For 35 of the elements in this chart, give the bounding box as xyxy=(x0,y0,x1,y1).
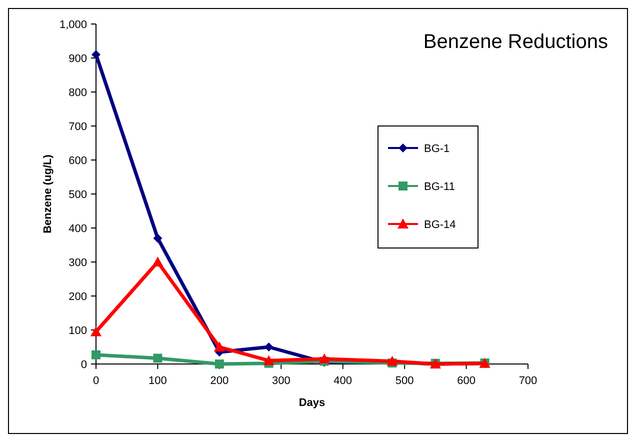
point xyxy=(153,234,162,243)
y-tick-label: 200 xyxy=(68,291,87,303)
y-tick-label: 1,000 xyxy=(59,19,87,31)
y-tick-label: 700 xyxy=(68,121,87,133)
x-tick-label: 200 xyxy=(210,375,229,387)
y-tick-label: 100 xyxy=(68,325,87,337)
point xyxy=(214,360,224,368)
y-tick-label: 500 xyxy=(68,189,87,201)
y-tick-label: 300 xyxy=(68,257,87,269)
point xyxy=(318,353,330,364)
point xyxy=(152,256,164,266)
point xyxy=(214,342,225,352)
x-tick-label: 700 xyxy=(518,375,538,387)
x-axis-title: Days xyxy=(298,397,326,409)
chart-title: Benzene Reductions xyxy=(423,31,608,53)
point xyxy=(263,355,274,366)
x-tick-label: 400 xyxy=(334,375,352,387)
x-tick-label: 0 xyxy=(92,375,100,387)
point xyxy=(92,50,100,60)
point xyxy=(92,350,100,360)
y-tick-label: 400 xyxy=(68,223,87,235)
y-tick-label: 800 xyxy=(68,87,87,99)
point xyxy=(90,326,102,336)
y-tick-label: 900 xyxy=(68,53,87,65)
x-tick-label: 600 xyxy=(457,375,476,387)
point xyxy=(153,354,162,363)
x-tick-label: 500 xyxy=(395,375,414,387)
y-tick-label: 0 xyxy=(80,359,87,371)
y-axis-title: Benzene (ug/L) xyxy=(42,154,54,234)
legend-label: BG-11 xyxy=(424,181,455,193)
x-tick-label: 100 xyxy=(148,375,167,387)
legend-label: BG-14 xyxy=(424,219,456,231)
y-tick-label: 600 xyxy=(68,155,87,167)
legend-label: BG-1 xyxy=(424,143,450,155)
x-tick-label: 300 xyxy=(272,375,290,387)
